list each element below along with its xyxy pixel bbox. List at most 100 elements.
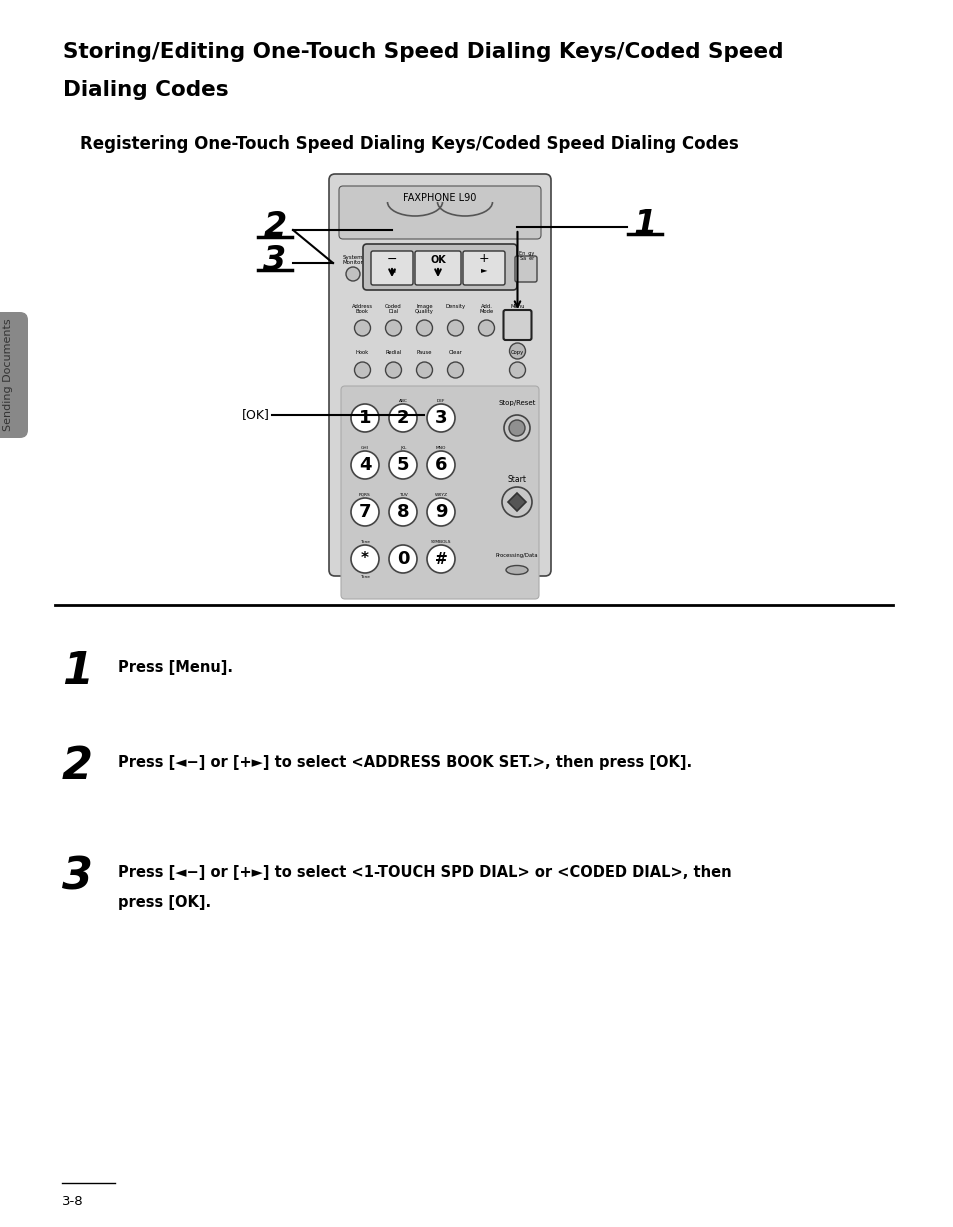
- Text: Press [◄−] or [+►] to select <1-TOUCH SPD DIAL> or <CODED DIAL>, then: Press [◄−] or [+►] to select <1-TOUCH SP…: [118, 865, 731, 880]
- Text: Copy: Copy: [511, 350, 523, 355]
- Text: 3: 3: [435, 409, 447, 427]
- Text: #: #: [435, 551, 447, 567]
- Text: TUV: TUV: [398, 493, 407, 497]
- Text: System
Monitor: System Monitor: [342, 254, 363, 265]
- Circle shape: [501, 487, 532, 517]
- Text: Stop/Reset: Stop/Reset: [497, 400, 536, 406]
- Polygon shape: [507, 493, 525, 510]
- Circle shape: [389, 545, 416, 573]
- Text: En  gy
Sa  er: En gy Sa er: [518, 250, 534, 261]
- FancyBboxPatch shape: [515, 256, 537, 282]
- Text: 1: 1: [358, 409, 371, 427]
- Text: Press [Menu].: Press [Menu].: [118, 660, 233, 675]
- Text: Tone: Tone: [359, 575, 370, 579]
- Text: 0: 0: [396, 550, 409, 568]
- Text: *: *: [360, 551, 369, 567]
- Text: Density: Density: [445, 304, 465, 309]
- Text: 6: 6: [435, 456, 447, 474]
- Text: Press [◄−] or [+►] to select <ADDRESS BOOK SET.>, then press [OK].: Press [◄−] or [+►] to select <ADDRESS BO…: [118, 755, 691, 771]
- Circle shape: [385, 320, 401, 336]
- Circle shape: [427, 498, 455, 526]
- Circle shape: [447, 362, 463, 378]
- Text: Registering One-Touch Speed Dialing Keys/Coded Speed Dialing Codes: Registering One-Touch Speed Dialing Keys…: [80, 135, 738, 153]
- Text: Coded
Dial: Coded Dial: [385, 304, 401, 314]
- FancyBboxPatch shape: [338, 187, 540, 239]
- Text: Dialing Codes: Dialing Codes: [63, 80, 229, 99]
- Circle shape: [509, 344, 525, 360]
- Text: OK: OK: [430, 255, 445, 265]
- Text: FAXPHONE L90: FAXPHONE L90: [403, 193, 476, 202]
- Text: 2: 2: [62, 745, 92, 788]
- Text: 7: 7: [358, 503, 371, 521]
- FancyBboxPatch shape: [363, 244, 517, 290]
- Ellipse shape: [505, 566, 527, 574]
- FancyBboxPatch shape: [0, 312, 28, 438]
- Text: press [OK].: press [OK].: [118, 894, 211, 910]
- Circle shape: [351, 545, 378, 573]
- FancyBboxPatch shape: [371, 252, 413, 285]
- Text: Redial: Redial: [385, 350, 401, 355]
- Text: Address
Book: Address Book: [352, 304, 373, 314]
- Text: 2: 2: [263, 211, 286, 243]
- Text: ►: ►: [480, 265, 487, 275]
- Text: MNO: MNO: [436, 445, 446, 450]
- Circle shape: [385, 362, 401, 378]
- Text: 1: 1: [62, 650, 92, 693]
- Text: 5: 5: [396, 456, 409, 474]
- Text: 3-8: 3-8: [62, 1195, 84, 1209]
- Text: ABC: ABC: [398, 399, 407, 402]
- Circle shape: [416, 320, 432, 336]
- Circle shape: [503, 415, 530, 440]
- Text: Tone: Tone: [359, 540, 370, 544]
- Circle shape: [427, 545, 455, 573]
- Text: Pause: Pause: [416, 350, 432, 355]
- Text: Image
Quality: Image Quality: [415, 304, 434, 314]
- Circle shape: [427, 452, 455, 479]
- Text: Storing/Editing One-Touch Speed Dialing Keys/Coded Speed: Storing/Editing One-Touch Speed Dialing …: [63, 42, 782, 63]
- Text: −: −: [386, 253, 396, 265]
- FancyBboxPatch shape: [329, 174, 551, 575]
- FancyBboxPatch shape: [415, 252, 460, 285]
- Text: ◄: ◄: [388, 265, 395, 275]
- Circle shape: [351, 498, 378, 526]
- Circle shape: [355, 320, 370, 336]
- Text: [OK]: [OK]: [242, 409, 270, 422]
- Circle shape: [346, 267, 359, 281]
- Circle shape: [478, 320, 494, 336]
- Text: GHI: GHI: [360, 445, 369, 450]
- Circle shape: [389, 452, 416, 479]
- Text: 9: 9: [435, 503, 447, 521]
- Text: 8: 8: [396, 503, 409, 521]
- Text: Add.
Mode: Add. Mode: [478, 304, 493, 314]
- Text: 3: 3: [263, 243, 286, 276]
- Circle shape: [351, 452, 378, 479]
- Circle shape: [427, 404, 455, 432]
- Text: 1: 1: [633, 207, 656, 240]
- Text: 4: 4: [358, 456, 371, 474]
- Text: SYMBOLS: SYMBOLS: [431, 540, 451, 544]
- Text: 2: 2: [396, 409, 409, 427]
- Text: Menu: Menu: [510, 304, 524, 309]
- Circle shape: [509, 420, 524, 436]
- Text: WXYZ: WXYZ: [434, 493, 447, 497]
- Text: JKL: JKL: [399, 445, 406, 450]
- Text: Hook: Hook: [355, 350, 369, 355]
- Text: Clear: Clear: [448, 350, 462, 355]
- Circle shape: [389, 498, 416, 526]
- Text: 3: 3: [62, 855, 92, 898]
- Circle shape: [447, 320, 463, 336]
- Circle shape: [351, 404, 378, 432]
- FancyBboxPatch shape: [340, 387, 538, 599]
- Text: +: +: [478, 253, 489, 265]
- FancyBboxPatch shape: [462, 252, 504, 285]
- Circle shape: [389, 404, 416, 432]
- Circle shape: [509, 362, 525, 378]
- FancyBboxPatch shape: [503, 310, 531, 340]
- Text: Sending Documents: Sending Documents: [3, 319, 13, 432]
- Text: Start: Start: [507, 475, 526, 483]
- Text: PQRS: PQRS: [358, 493, 371, 497]
- Circle shape: [416, 362, 432, 378]
- Circle shape: [355, 362, 370, 378]
- Text: Processing/Data: Processing/Data: [496, 553, 537, 558]
- Text: DEF: DEF: [436, 399, 445, 402]
